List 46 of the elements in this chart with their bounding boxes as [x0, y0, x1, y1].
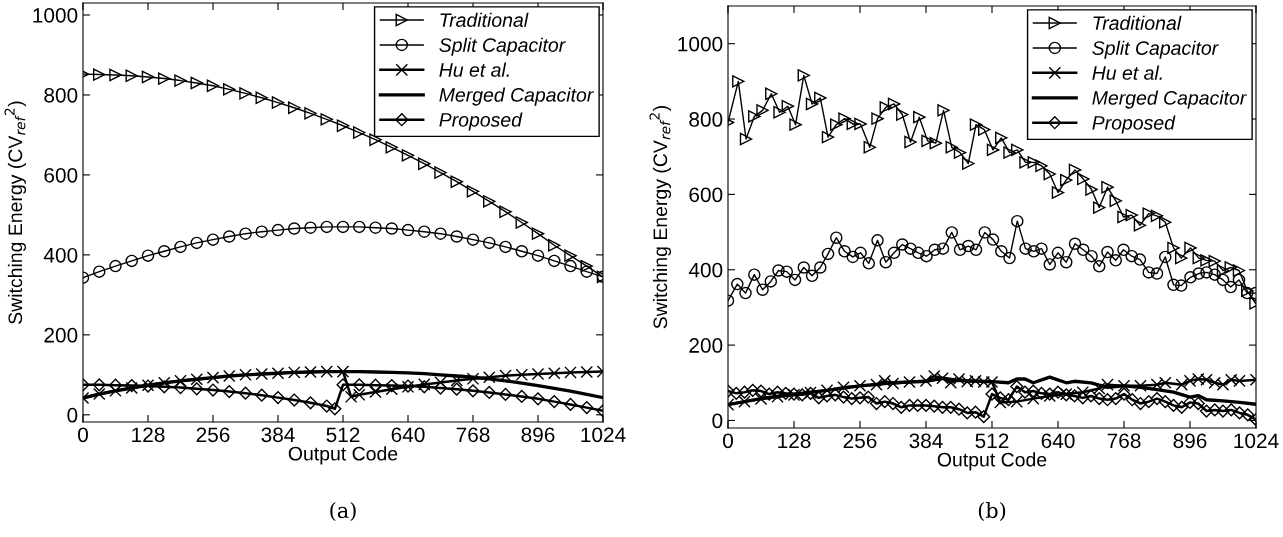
x-tick-label: 256 [843, 433, 877, 449]
y-tick-label: 400 [688, 262, 723, 278]
y-tick-label: 1000 [678, 36, 723, 52]
x-tick-label: 128 [778, 433, 811, 449]
y-tick-label: 200 [44, 327, 78, 343]
y-axis-title: Switching Energy (CV$_{ref}$$^{2}$) [4, 101, 27, 324]
x-axis-title: Output Code [288, 446, 398, 465]
x-tick-label: 896 [521, 427, 555, 443]
x-tick-label: 896 [1173, 433, 1207, 449]
legend-label: Split Capacitor [439, 37, 566, 56]
legend-label: Merged Capacitor [439, 87, 594, 106]
y-tick-label: 0 [712, 413, 723, 429]
text: (a) [330, 502, 356, 522]
x-tick-label: 512 [326, 427, 360, 443]
text: (b) [978, 502, 1006, 522]
x-tick-label: 128 [132, 427, 165, 443]
x-tick-label: 768 [1107, 433, 1141, 449]
y-axis-title: Switching Energy (CV$_{ref}$$^{2}$) [649, 106, 672, 329]
legend-label: Traditional [1093, 15, 1182, 31]
x-tick-label: 0 [723, 433, 733, 449]
x-axis-title: Output Code [937, 452, 1047, 471]
x-tick-label: 384 [261, 427, 295, 443]
y-tick-label: 1000 [33, 8, 78, 23]
legend-label: Traditional [440, 12, 529, 28]
x-tick-label: 256 [196, 427, 230, 443]
x-tick-label: 512 [975, 433, 1009, 449]
x-tick-label: 384 [909, 433, 943, 449]
legend-label: Proposed [1092, 115, 1176, 134]
legend-label: Merged Capacitor [1092, 90, 1247, 109]
legend-label: Proposed [439, 112, 523, 131]
legend-label: Split Capacitor [1092, 40, 1219, 59]
y-tick-label: 800 [689, 112, 723, 127]
x-tick-label: 640 [1041, 433, 1075, 449]
legend-label: Hu et al. [439, 62, 509, 77]
x-tick-label: 768 [456, 427, 490, 443]
x-tick-label: 1024 [1234, 433, 1279, 449]
x-tick-label: 640 [391, 427, 425, 443]
y-tick-label: 800 [44, 87, 78, 103]
y-tick-label: 400 [43, 247, 78, 263]
y-tick-label: 200 [689, 338, 723, 353]
x-tick-label: 0 [78, 427, 88, 443]
y-tick-label: 600 [689, 187, 723, 203]
x-tick-label: 1024 [581, 427, 626, 443]
y-tick-label: 600 [44, 167, 78, 183]
legend-label: Hu et al. [1092, 65, 1162, 80]
y-tick-label: 0 [67, 407, 78, 423]
